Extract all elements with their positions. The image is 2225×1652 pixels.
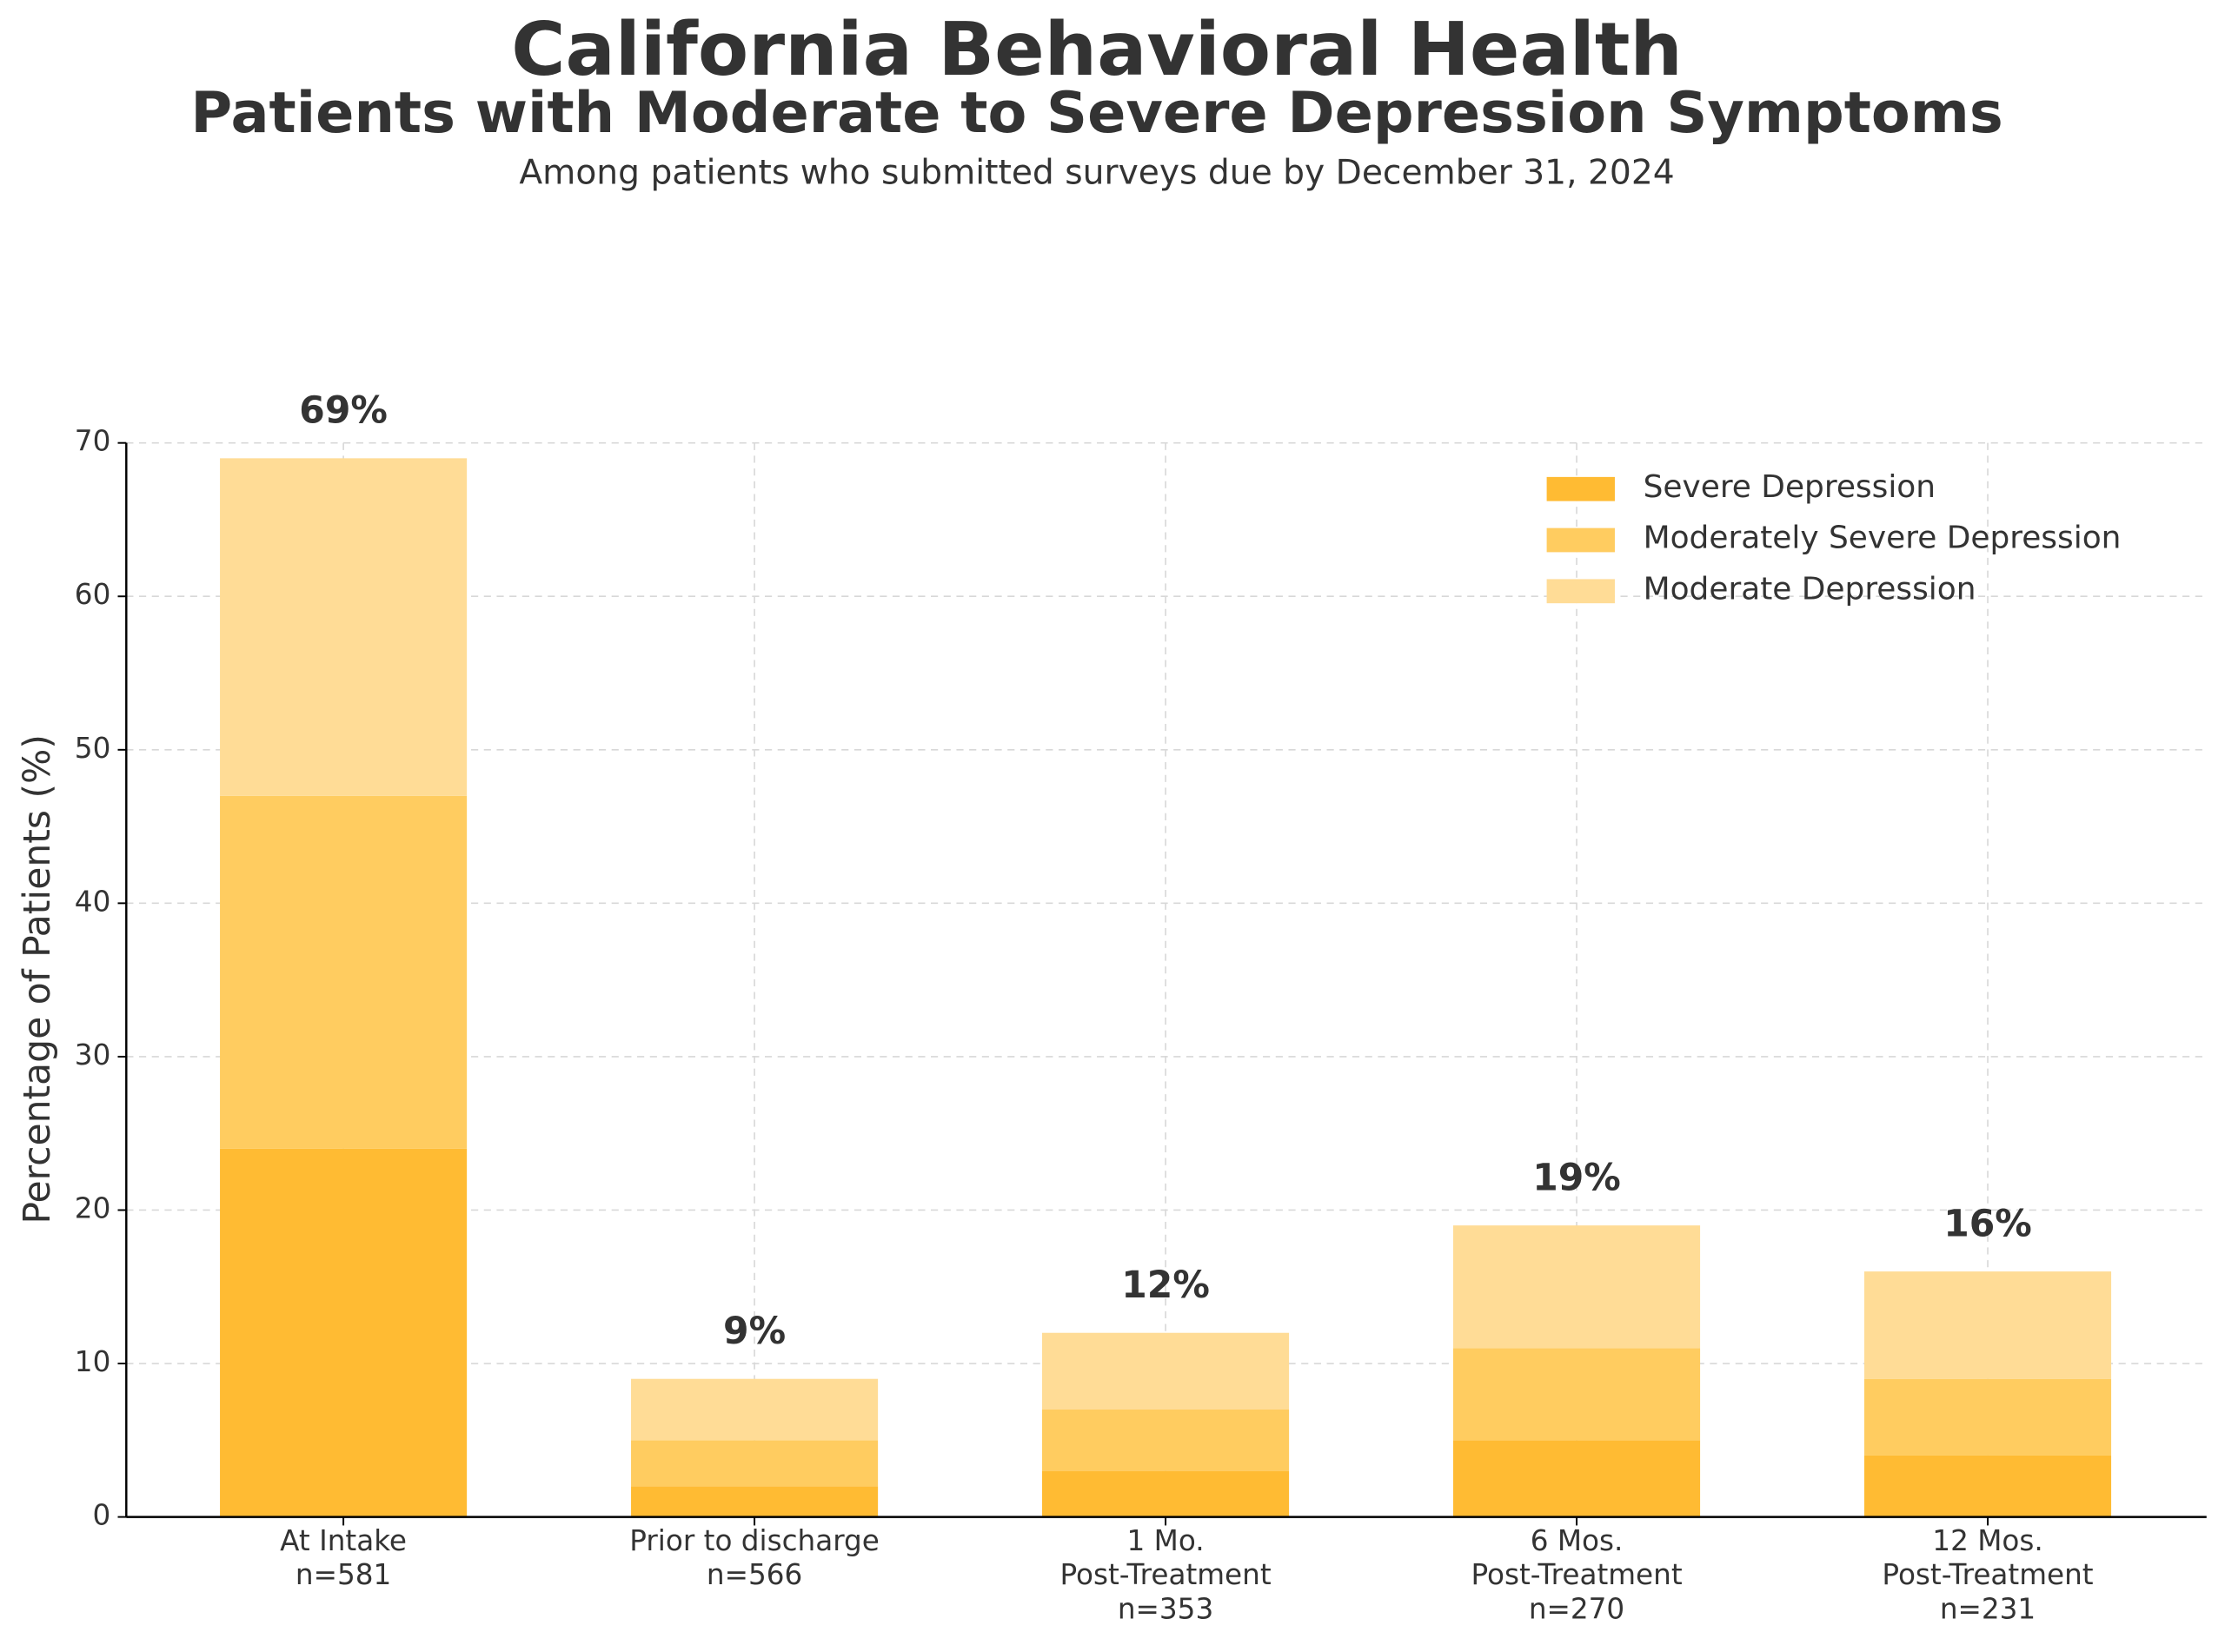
- total-label: 19%: [1532, 1157, 1621, 1199]
- y-tick-label: 20: [75, 1191, 111, 1224]
- bar-segment: [1453, 1348, 1701, 1441]
- x-tick-label: Post-Treatment: [1882, 1558, 2093, 1591]
- y-tick-label: 40: [75, 885, 111, 918]
- x-tick-label: At Intake: [280, 1524, 407, 1557]
- x-tick-label: n=270: [1529, 1592, 1624, 1625]
- y-tick-label: 50: [75, 732, 111, 765]
- chart-subtitle: Patients with Moderate to Severe Depress…: [190, 80, 2002, 146]
- x-tick-label: Post-Treatment: [1059, 1558, 1271, 1591]
- y-tick-label: 10: [75, 1345, 111, 1378]
- x-tick-label: n=353: [1118, 1592, 1213, 1625]
- legend-swatch: [1546, 527, 1615, 553]
- bar-segment: [220, 458, 468, 796]
- y-tick-label: 70: [75, 425, 111, 458]
- bar-segment: [631, 1486, 879, 1517]
- bar-segment: [631, 1440, 879, 1487]
- x-tick-label: 1 Mo.: [1127, 1524, 1205, 1557]
- total-label: 12%: [1121, 1264, 1210, 1307]
- bar-segment: [1863, 1455, 2112, 1517]
- x-tick-label: Post-Treatment: [1471, 1558, 1682, 1591]
- y-tick-label: 60: [75, 578, 111, 611]
- x-tick-label: 6 Mos.: [1531, 1524, 1624, 1557]
- bar-segment: [1042, 1332, 1290, 1410]
- bar-segment: [1042, 1470, 1290, 1517]
- legend-label: Moderately Severe Depression: [1644, 521, 2122, 556]
- bar-segment: [1042, 1410, 1290, 1471]
- bar-segment: [220, 795, 468, 1149]
- y-tick-label: 0: [93, 1499, 111, 1532]
- y-tick-label: 30: [75, 1038, 111, 1071]
- bar-segment: [1863, 1271, 2112, 1379]
- total-label: 16%: [1943, 1203, 2032, 1245]
- y-axis-label: Percentage of Patients (%): [17, 734, 59, 1224]
- legend-label: Severe Depression: [1644, 469, 1936, 505]
- bar-segment: [631, 1378, 879, 1441]
- x-tick-label: 12 Mos.: [1932, 1524, 2042, 1557]
- bar-segment: [1453, 1225, 1701, 1349]
- bar-segment: [1863, 1378, 2112, 1456]
- chart-caption: Among patients who submitted surveys due…: [519, 154, 1674, 193]
- chart-title: California Behavioral Health: [511, 7, 1683, 93]
- total-label: 69%: [299, 390, 388, 433]
- total-label: 9%: [723, 1310, 786, 1353]
- x-tick-label: n=581: [296, 1558, 391, 1591]
- legend-label: Moderate Depression: [1644, 571, 1976, 607]
- x-tick-label: n=566: [707, 1558, 802, 1591]
- x-tick-label: n=231: [1940, 1592, 2036, 1625]
- legend-swatch: [1546, 579, 1615, 604]
- bar-segment: [1453, 1440, 1701, 1517]
- x-tick-label: Prior to discharge: [629, 1524, 880, 1557]
- legend-swatch: [1546, 476, 1615, 501]
- bar-segment: [220, 1148, 468, 1517]
